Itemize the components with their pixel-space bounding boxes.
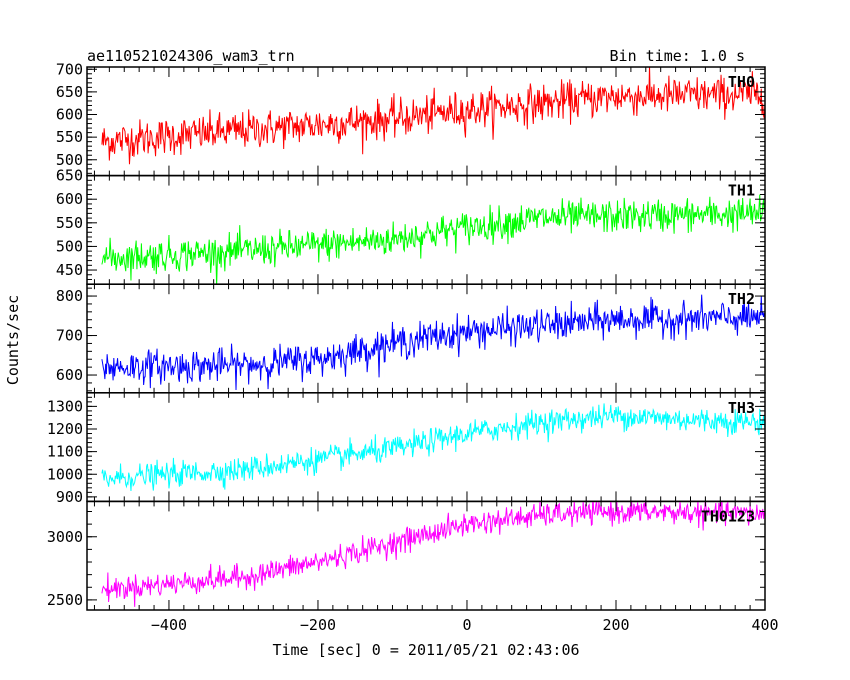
panel-label-th2: TH2	[728, 290, 755, 308]
y-tick-label: 800	[56, 287, 83, 305]
y-tick-label: 500	[56, 151, 83, 169]
y-tick-label: 2500	[47, 591, 83, 609]
y-tick-label: 650	[56, 83, 83, 101]
x-tick-label: 0	[462, 616, 471, 634]
y-tick-label: 900	[56, 488, 83, 506]
y-tick-label: 1200	[47, 420, 83, 438]
x-tick-label: 400	[751, 616, 778, 634]
panel-th1: 450 500 550 600 650 TH1	[56, 167, 766, 285]
y-axis-label: Counts/sec	[4, 295, 22, 385]
panel-label-th0: TH0	[728, 73, 755, 91]
y-tick-label: 500	[56, 237, 83, 255]
y-tick-label: 550	[56, 128, 83, 146]
x-tick-label: −400	[151, 616, 187, 634]
y-tick-label: 550	[56, 214, 83, 232]
y-tick-label: 600	[56, 366, 83, 384]
panels: 500 550 600 650 700 TH0 450 500 550 600 650 TH1 600 7…	[47, 60, 779, 634]
panel-th0123: 2500 3000 TH0123	[47, 500, 766, 611]
series-line-th0123	[101, 501, 765, 607]
x-axis-label: Time [sec] 0 = 2011/05/21 02:43:06	[272, 641, 579, 659]
x-tick-label: −200	[300, 616, 336, 634]
y-tick-label: 1100	[47, 443, 83, 461]
chart-title: ae110521024306_wam3_trn	[87, 47, 295, 65]
y-tick-label: 1000	[47, 465, 83, 483]
panel-th0: 500 550 600 650 700 TH0	[56, 60, 766, 177]
y-tick-label: 600	[56, 106, 83, 124]
y-tick-label: 700	[56, 327, 83, 345]
y-tick-label: 600	[56, 190, 83, 208]
bin-time-label: Bin time: 1.0 s	[610, 47, 745, 65]
panel-frame	[86, 500, 766, 611]
panel-label-th3: TH3	[728, 399, 755, 417]
y-tick-label: 450	[56, 261, 83, 279]
y-tick-label: 650	[56, 167, 83, 185]
y-tick-label: 700	[56, 60, 83, 78]
y-tick-label: 3000	[47, 528, 83, 546]
series-line-th0	[101, 67, 765, 165]
panel-label-th1: TH1	[728, 182, 755, 200]
series-line-th3	[101, 403, 765, 491]
x-tick-label: 200	[602, 616, 629, 634]
series-line-th1	[101, 194, 765, 285]
panel-th3: 900 1000 1100 1200 1300 TH3	[47, 392, 766, 506]
panel-label-th0123: TH0123	[701, 507, 755, 525]
series-line-th2	[101, 293, 765, 391]
panel-th2: 600 700 800 TH2	[56, 283, 766, 394]
y-tick-label: 1300	[47, 397, 83, 415]
